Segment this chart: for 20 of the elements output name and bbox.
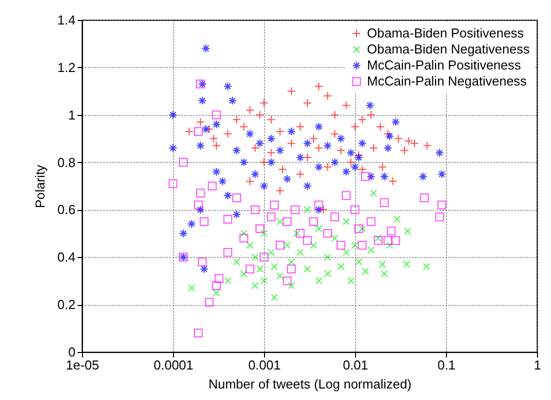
- legend-label: Obama-Biden Positiveness: [367, 26, 524, 40]
- x-tick-label: 1: [534, 358, 542, 372]
- y-axis-title: Polarity: [32, 164, 48, 208]
- x-tick-label: 0.1: [437, 358, 456, 372]
- y-tick-label: 0.8: [57, 154, 76, 170]
- x-tick-label: 0.01: [342, 358, 368, 372]
- x-tick-label: 0.0001: [154, 358, 194, 372]
- y-tick-label: 1.2: [57, 60, 76, 75]
- y-tick-label: 1: [68, 107, 76, 122]
- y-tick-label: 0.2: [57, 297, 76, 312]
- x-axis-title: Number of tweets (Log normalized): [208, 376, 412, 392]
- y-tick-label: 1.4: [57, 12, 76, 28]
- legend-label: McCain-Palin Positiveness: [367, 58, 522, 72]
- y-tick-label: 0: [68, 344, 76, 360]
- x-tick-label: 1e-05: [66, 358, 100, 372]
- legend-label: McCain-Palin Negativeness: [367, 74, 528, 88]
- y-tick-label: 0.4: [57, 250, 76, 265]
- x-tick-label: 0.001: [248, 358, 281, 372]
- y-tick-label: 0.6: [57, 202, 76, 218]
- legend-label: Obama-Biden Negativeness: [367, 42, 530, 56]
